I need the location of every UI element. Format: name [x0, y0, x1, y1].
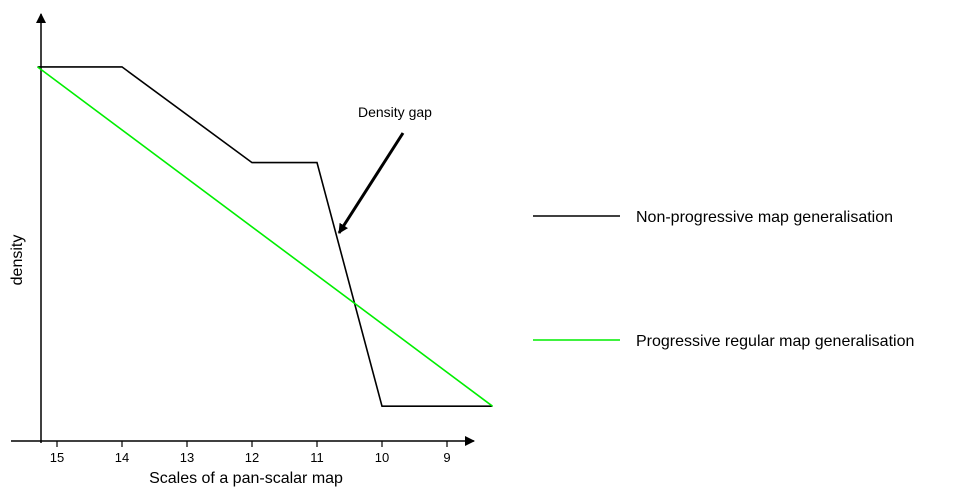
legend-label-progressive: Progressive regular map generalisation — [636, 333, 914, 350]
series-layer — [37, 66, 493, 408]
density-gap-annotation: Density gap — [358, 104, 432, 120]
x-tick-label: 14 — [115, 450, 129, 465]
x-tick-label: 13 — [180, 450, 194, 465]
series-line-non-progressive — [37, 66, 493, 408]
density-gap-arrow — [337, 132, 405, 234]
x-tick-label: 15 — [50, 450, 64, 465]
x-tick-label: 11 — [310, 450, 324, 465]
x-ticks: 15 14 13 12 11 10 9 — [50, 441, 451, 465]
x-tick-label: 10 — [375, 450, 389, 465]
legend-label-non-progressive: Non-progressive map generalisation — [636, 209, 893, 226]
x-tick-label: 9 — [443, 450, 450, 465]
legend: Non-progressive map generalisation Progr… — [533, 209, 914, 350]
series-line-progressive — [37, 66, 493, 407]
y-axis-title: density — [9, 235, 26, 286]
x-axis-title: Scales of a pan-scalar map — [149, 470, 343, 487]
x-tick-label: 12 — [245, 450, 259, 465]
